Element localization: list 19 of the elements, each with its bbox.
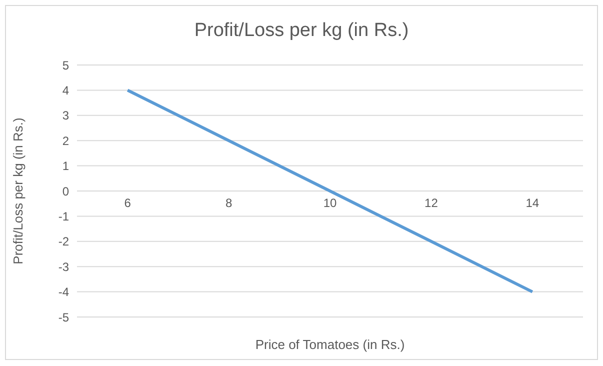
y-tick-label: -3 (58, 260, 70, 274)
y-tick-label: -5 (58, 310, 70, 324)
x-tick-label: 14 (526, 196, 540, 210)
y-axis-title: Profit/Loss per kg (in Rs.) (10, 118, 26, 264)
y-tick-label: 4 (62, 83, 70, 98)
x-tick-label: 10 (323, 196, 337, 210)
y-tick-label: 1 (62, 159, 70, 174)
y-tick-label: -4 (58, 285, 70, 300)
x-tick-label: 12 (424, 196, 438, 210)
y-tick-label: -2 (58, 234, 70, 249)
x-tick-label: 6 (124, 196, 132, 210)
y-tick-label: 0 (62, 184, 70, 198)
chart-title: Profit/Loss per kg (in Rs.) (193, 20, 410, 42)
y-tick-label: 2 (62, 134, 70, 148)
x-axis-title: Price of Tomatoes (in Rs.) (255, 337, 405, 352)
y-tick-label: -1 (58, 209, 70, 224)
y-tick-label: 3 (62, 108, 70, 123)
x-tick-label: 8 (225, 196, 232, 210)
y-tick-label: 5 (62, 58, 70, 72)
